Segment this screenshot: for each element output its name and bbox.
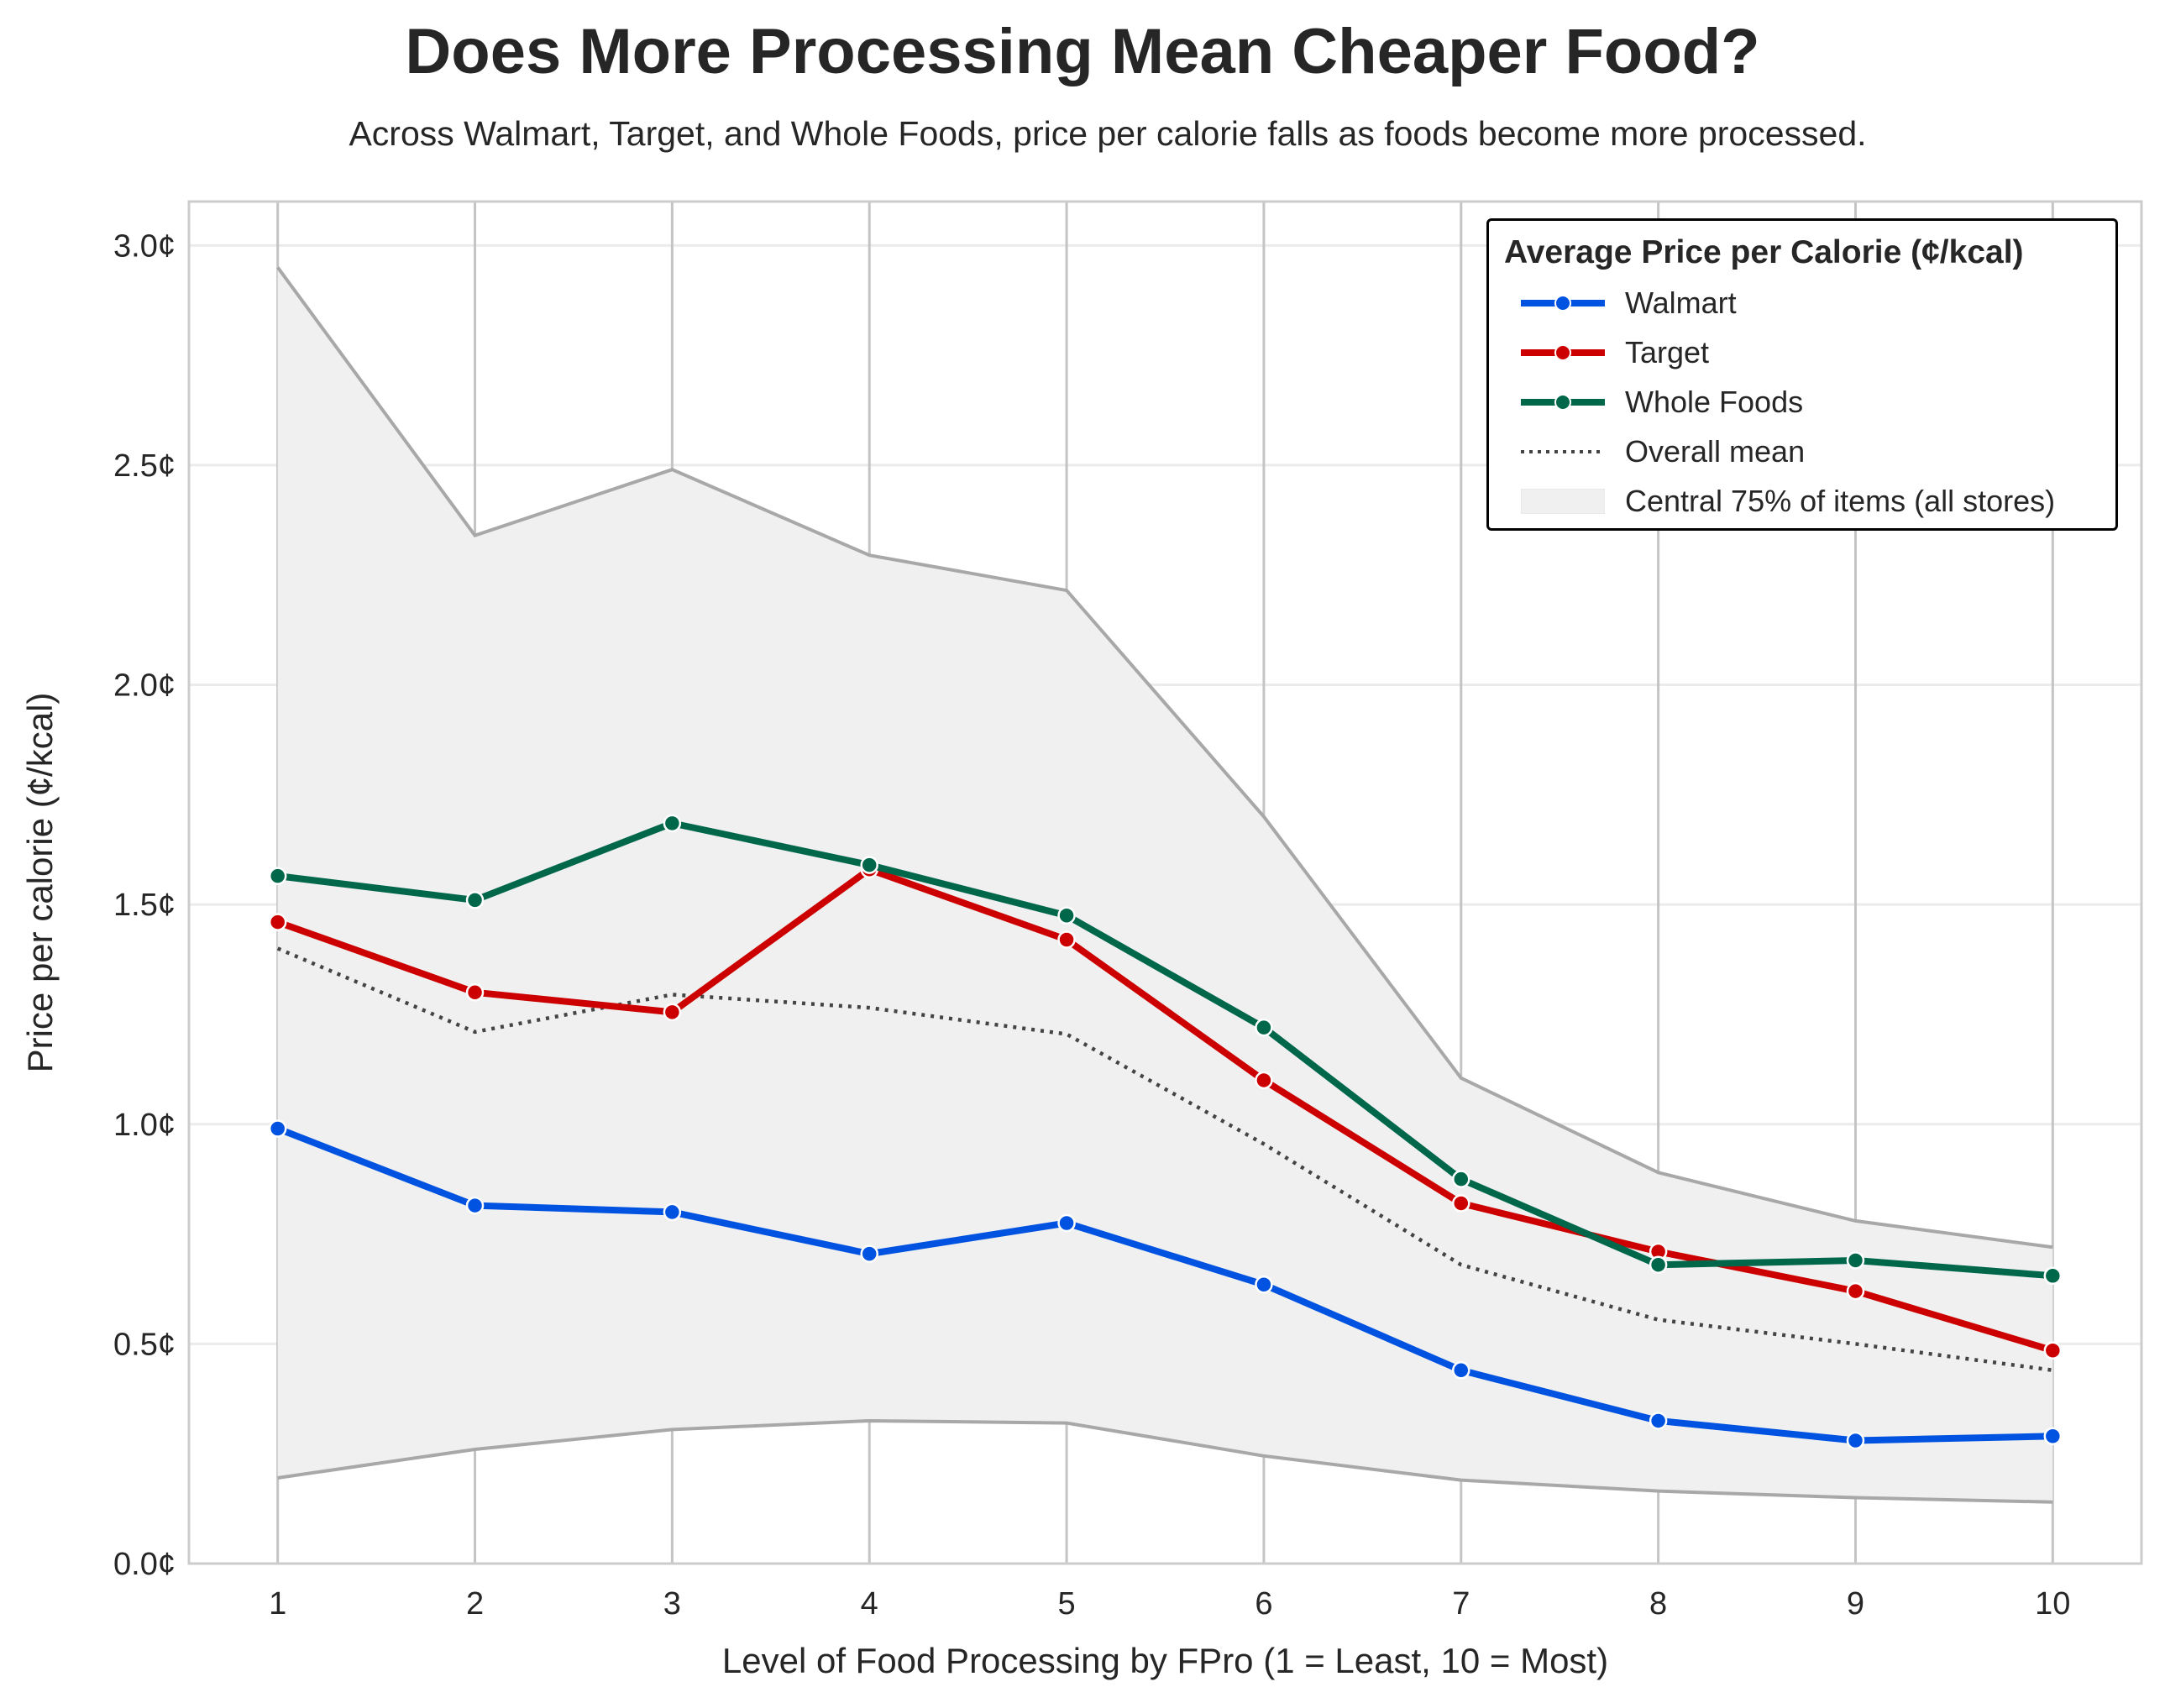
x-tick-label: 8: [1649, 1586, 1667, 1622]
series-walmart: [268, 1119, 2063, 1450]
chart-subtitle: Across Walmart, Target, and Whole Foods,…: [349, 114, 1867, 153]
legend-item-overall-mean: Overall mean: [1504, 427, 2100, 476]
x-axis-label: Level of Food Processing by FPro (1 = Le…: [722, 1641, 1608, 1680]
data-point-whole-foods: [860, 856, 878, 874]
data-point-target: [465, 983, 485, 1002]
series-line-whole-foods: [277, 820, 2053, 1280]
x-tick-label: 3: [663, 1586, 681, 1622]
x-tick-label: 4: [861, 1586, 878, 1622]
legend-swatch-target: [1521, 343, 1605, 361]
data-point-target: [268, 913, 287, 931]
series-line-overall-mean: [276, 946, 2053, 1373]
legend-marker-walmart: [1554, 294, 1571, 312]
data-point-whole-foods: [465, 891, 485, 909]
data-point-walmart: [860, 1244, 878, 1263]
x-tick-label: 1: [269, 1586, 286, 1622]
y-tick-label: 3.0¢: [113, 228, 176, 264]
legend-label-walmart: Walmart: [1625, 285, 1737, 320]
band-area: [277, 267, 2053, 1502]
data-point-walmart: [465, 1196, 485, 1215]
legend-marker-target: [1554, 343, 1571, 361]
x-tick-label: 7: [1452, 1586, 1470, 1622]
data-point-whole-foods: [1846, 1251, 1865, 1270]
data-point-whole-foods: [1057, 906, 1076, 925]
data-point-walmart: [2043, 1427, 2063, 1446]
legend-band-patch: [1521, 488, 1605, 514]
data-point-walmart: [663, 1202, 682, 1222]
legend-title: Average Price per Calorie (¢/kcal): [1504, 234, 2024, 270]
data-point-target: [1452, 1194, 1470, 1213]
data-point-target: [1255, 1071, 1273, 1090]
data-point-walmart: [1057, 1213, 1076, 1233]
data-point-whole-foods: [1452, 1170, 1470, 1188]
x-tick-label: 9: [1847, 1586, 1864, 1622]
band-upper-edge: [276, 266, 2053, 1250]
legend-swatch-walmart: [1521, 294, 1605, 312]
x-tick-label: 5: [1058, 1586, 1076, 1622]
data-point-walmart: [1649, 1412, 1668, 1430]
legend-item-walmart: Walmart: [1504, 278, 2100, 327]
data-point-whole-foods: [2043, 1266, 2063, 1286]
data-point-target: [1057, 930, 1076, 949]
y-tick-label: 2.5¢: [113, 448, 176, 484]
series-line-target: [276, 866, 2054, 1354]
y-tick-label: 0.0¢: [113, 1547, 176, 1582]
data-point-target: [2043, 1341, 2063, 1360]
series-line-walmart: [276, 1125, 2053, 1444]
legend-label-whole-foods: Whole Foods: [1625, 384, 1804, 419]
y-tick-label: 0.5¢: [113, 1327, 176, 1362]
data-point-target: [1846, 1281, 1865, 1301]
series-overall-mean: [276, 946, 2053, 1373]
y-axis-label: Price per calorie (¢/kcal): [20, 693, 60, 1073]
plot-frame: [187, 200, 2143, 1565]
data-point-walmart: [268, 1119, 287, 1138]
data-point-walmart: [1255, 1276, 1273, 1294]
legend-label-target: Target: [1625, 334, 1710, 369]
series-whole-foods: [268, 814, 2063, 1286]
y-tick-label: 2.0¢: [113, 668, 176, 704]
band-layer: [276, 266, 2053, 1504]
legend-item-target: Target: [1504, 327, 2100, 377]
legend-label-band: Central 75% of items (all stores): [1625, 483, 2056, 518]
data-point-whole-foods: [663, 814, 682, 833]
data-point-target: [663, 1003, 682, 1022]
legend-item-whole-foods: Whole Foods: [1504, 377, 2100, 427]
legend-swatch-band: [1521, 488, 1605, 514]
y-tick-label: 1.5¢: [113, 888, 176, 923]
legend-item-band: Central 75% of items (all stores): [1504, 476, 2100, 526]
data-point-whole-foods: [1649, 1255, 1668, 1274]
data-point-whole-foods: [268, 867, 287, 885]
data-point-walmart: [1452, 1361, 1470, 1380]
x-tick-label: 6: [1255, 1586, 1272, 1622]
legend-label-overall-mean: Overall mean: [1625, 433, 1806, 469]
legend-marker-whole-foods: [1554, 393, 1571, 411]
x-tick-label: 10: [2035, 1586, 2070, 1622]
tick-labels: 0.0¢ 0.5¢ 1.0¢ 1.5¢ 2.0¢ 2.5¢ 3.0¢ 1 2 3 4 5 6 7 8 9 10: [113, 228, 2070, 1622]
data-point-whole-foods: [1255, 1018, 1273, 1037]
data-point-walmart: [1846, 1431, 1865, 1450]
legend-swatch-overall-mean: [1521, 449, 1605, 453]
band-lower-edge: [277, 1418, 2053, 1504]
series-layer: [268, 814, 2063, 1450]
series-target: [268, 860, 2063, 1360]
x-tick-label: 2: [466, 1586, 484, 1622]
chart-title: Does More Processing Mean Cheaper Food?: [405, 16, 1760, 87]
y-tick-label: 1.0¢: [113, 1108, 176, 1143]
legend: Average Price per Calorie (¢/kcal) Walma…: [1486, 218, 2118, 531]
legend-swatch-whole-foods: [1521, 393, 1605, 411]
